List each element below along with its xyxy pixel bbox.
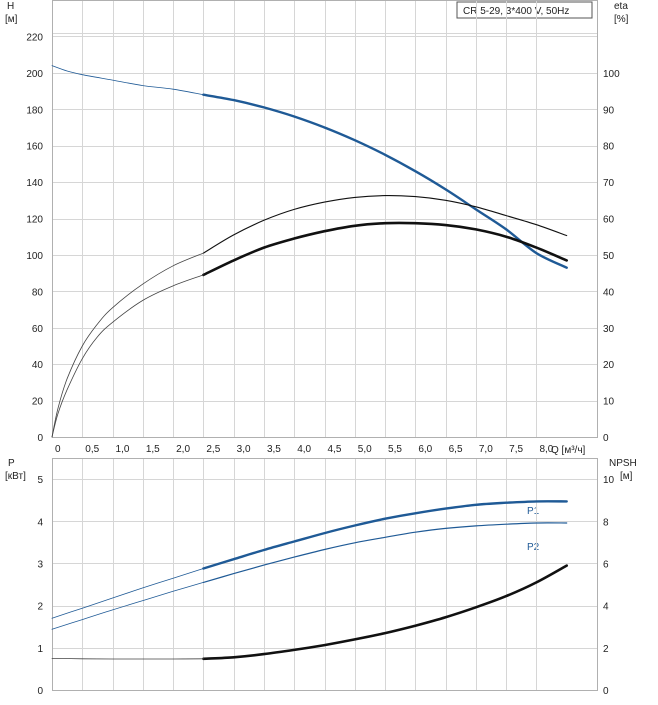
head-efficiency-right-tick-label: 0 xyxy=(603,433,609,444)
head-efficiency-x-tick-label: 3,0 xyxy=(237,444,251,455)
power-npsh-right-tick-label: 4 xyxy=(603,602,609,613)
power-npsh-left-tick-label: 3 xyxy=(37,559,43,570)
power-npsh-left-tick-label: 2 xyxy=(37,602,43,613)
eta-axis-unit: [%] xyxy=(614,14,629,25)
head-efficiency-left-tick-label: 100 xyxy=(26,251,43,262)
head-efficiency-x-tick-label: 5,0 xyxy=(358,444,372,455)
head-efficiency-right-tick-label: 90 xyxy=(603,105,615,116)
head-efficiency-left-tick-label: 220 xyxy=(26,32,43,43)
power-npsh-series-line-3 xyxy=(51,582,204,630)
power-npsh-frame xyxy=(52,458,598,691)
head-efficiency-x-tick-label: 7,0 xyxy=(479,444,493,455)
head-efficiency-series-line-1 xyxy=(51,65,204,96)
head-efficiency-right-tick-label: 20 xyxy=(603,360,615,371)
head-efficiency-x-tick-label: 4,5 xyxy=(328,444,342,455)
head-efficiency-series-line-5 xyxy=(51,274,204,438)
head-efficiency-x-tick-label: 4,0 xyxy=(297,444,311,455)
power-npsh-left-tick-label: 4 xyxy=(37,517,43,528)
head-efficiency-left-tick-label: 40 xyxy=(32,360,44,371)
head-efficiency-x-tick-label: 2,0 xyxy=(176,444,190,455)
head-efficiency-x-tick-label: 2,5 xyxy=(206,444,220,455)
legend-box xyxy=(456,1,593,19)
head-efficiency-x-tick-label: 6,0 xyxy=(418,444,432,455)
head-efficiency-right-tick-label: 100 xyxy=(603,69,620,80)
power-npsh-left-tick-label: 0 xyxy=(37,686,43,697)
npsh-axis-label: NPSH xyxy=(609,458,637,469)
head-efficiency-series-line-3 xyxy=(51,252,204,438)
head-efficiency-right-tick-label: 70 xyxy=(603,178,615,189)
npsh-axis-unit: [м] xyxy=(620,471,633,482)
head-efficiency-frame xyxy=(52,0,598,438)
head-efficiency-left-tick-label: 120 xyxy=(26,215,43,226)
head-efficiency-x-tick-label: 6,5 xyxy=(449,444,463,455)
head-efficiency-left-tick-label: 0 xyxy=(37,433,43,444)
head-efficiency-left-tick-label: 20 xyxy=(32,397,44,408)
head-efficiency-x-tick-label: 1,0 xyxy=(116,444,130,455)
eta-axis-label: eta xyxy=(614,1,628,12)
power-axis-unit: [кВт] xyxy=(5,471,26,482)
head-efficiency-x-tick-label: 7,5 xyxy=(509,444,523,455)
power-npsh-series-line-2 xyxy=(202,522,568,583)
head-efficiency-right-tick-label: 50 xyxy=(603,251,615,262)
power-npsh-series-line-4 xyxy=(202,564,568,661)
legend-title: CR 5-29, 3*400 V, 50Hz xyxy=(463,6,569,17)
series-label-p2: P2 xyxy=(527,542,540,553)
power-npsh-right-tick-label: 10 xyxy=(603,475,615,486)
head-efficiency-left-tick-label: 140 xyxy=(26,178,43,189)
head-efficiency-left-tick-label: 200 xyxy=(26,69,43,80)
head-axis-unit: [м] xyxy=(5,14,18,25)
power-npsh-right-tick-label: 0 xyxy=(603,686,609,697)
flow-axis-label: Q [м³/ч] xyxy=(551,445,586,456)
head-efficiency-right-tick-label: 80 xyxy=(603,142,615,153)
head-efficiency-x-tick-label: 0 xyxy=(55,444,61,455)
power-npsh-series-line-1 xyxy=(51,568,204,619)
power-npsh-left-tick-label: 1 xyxy=(37,644,43,655)
head-efficiency-left-tick-label: 160 xyxy=(26,142,43,153)
head-efficiency-right-tick-label: 40 xyxy=(603,287,615,298)
head-efficiency-right-tick-label: 10 xyxy=(603,397,615,408)
power-npsh-series-line-0 xyxy=(202,500,568,570)
power-npsh-series-line-5 xyxy=(51,658,204,660)
power-npsh-right-tick-label: 6 xyxy=(603,559,609,570)
head-efficiency-left-tick-label: 80 xyxy=(32,287,44,298)
head-axis-label: H xyxy=(7,1,14,12)
head-efficiency-left-tick-label: 180 xyxy=(26,105,43,116)
head-efficiency-right-tick-label: 30 xyxy=(603,324,615,335)
power-npsh-right-tick-label: 2 xyxy=(603,644,609,655)
series-label-p1: P1 xyxy=(527,506,540,517)
head-efficiency-right-tick-label: 60 xyxy=(603,215,615,226)
power-npsh-right-tick-label: 8 xyxy=(603,517,609,528)
power-npsh-left-tick-label: 5 xyxy=(37,475,43,486)
head-efficiency-x-tick-label: 1,5 xyxy=(146,444,160,455)
head-efficiency-x-tick-label: 3,5 xyxy=(267,444,281,455)
chart-marks: 0204060801001201401601802002200102030405… xyxy=(26,0,620,697)
head-efficiency-series-line-2 xyxy=(202,195,568,254)
head-efficiency-series-line-4 xyxy=(202,221,568,277)
power-axis-label: P xyxy=(8,458,15,469)
head-efficiency-series-line-0 xyxy=(202,93,568,269)
head-efficiency-left-tick-label: 60 xyxy=(32,324,44,335)
head-efficiency-x-tick-label: 5,5 xyxy=(388,444,402,455)
head-efficiency-x-tick-label: 8,0 xyxy=(539,444,553,455)
head-efficiency-x-tick-label: 0,5 xyxy=(85,444,99,455)
